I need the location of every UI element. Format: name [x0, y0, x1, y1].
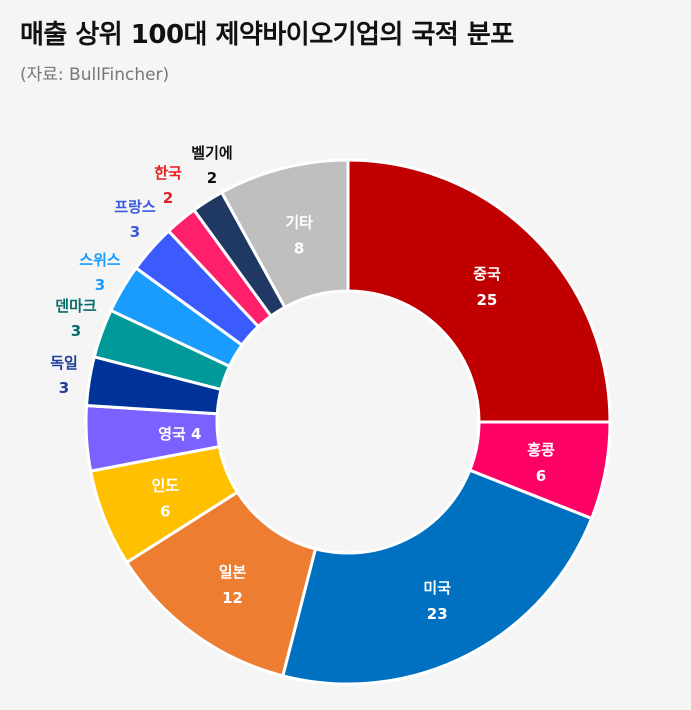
slice-category-label: 기타 [285, 214, 313, 232]
slice-value-label: 12 [222, 589, 243, 607]
slice-value-label: 8 [294, 240, 304, 258]
chart-title: 매출 상위 100대 제약바이오기업의 국적 분포 [20, 20, 514, 50]
slice-category-label: 독일 [50, 354, 78, 372]
slice-category-label: 일본 [219, 563, 247, 581]
donut-slice [281, 468, 594, 686]
chart-subtitle: (자료: BullFincher) [20, 65, 170, 85]
slice-value-label: 6 [160, 502, 170, 520]
donut-slice [219, 158, 350, 310]
slice-value-label: 3 [59, 379, 69, 397]
slice-label: 영국 4 [158, 425, 201, 443]
slice-category-label: 인도 [151, 476, 179, 494]
slice-value-label: 3 [71, 322, 81, 340]
slice-category-label: 중국 [473, 265, 501, 283]
slice-value-label: 2 [207, 169, 217, 187]
slice-category-label: 미국 [423, 579, 451, 597]
slice-category-label: 홍콩 [527, 441, 555, 459]
slice-category-label: 스위스 [79, 251, 121, 269]
slice-category-label: 프랑스 [114, 198, 156, 216]
slice-category-label: 한국 [154, 164, 182, 182]
slice-category-label: 덴마크 [55, 297, 97, 315]
donut-slice [346, 158, 612, 424]
slice-value-label: 6 [536, 467, 546, 485]
slice-value-label: 2 [163, 189, 173, 207]
slice-value-label: 23 [427, 605, 448, 623]
slice-value-label: 3 [95, 276, 105, 294]
slice-value-label: 3 [130, 223, 140, 241]
slice-value-label: 25 [477, 291, 498, 309]
slice-category-label: 벨기에 [191, 144, 232, 162]
